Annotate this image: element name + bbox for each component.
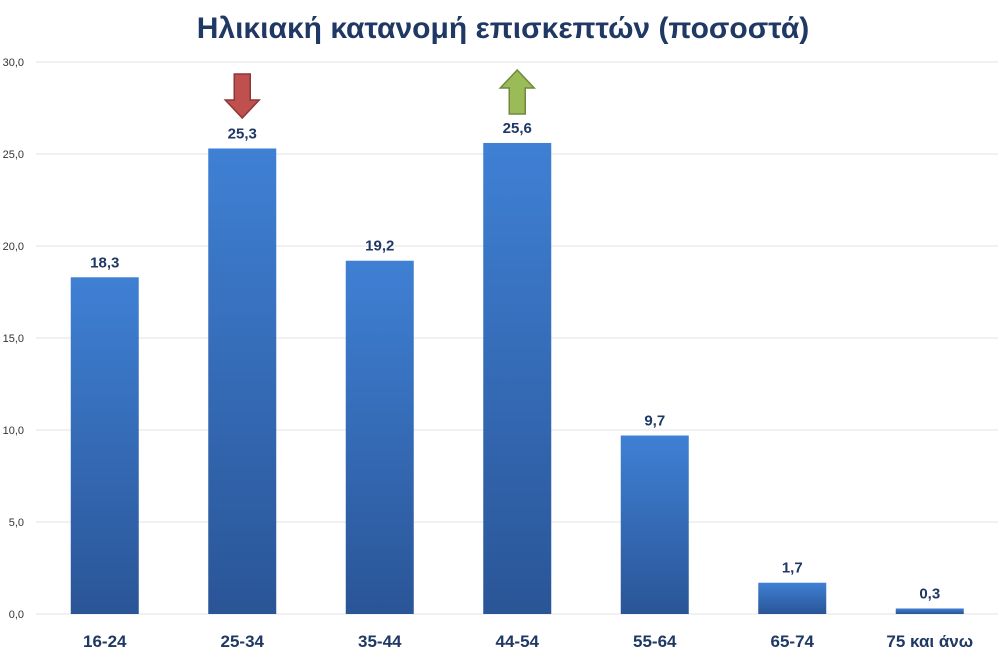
bar-16-24 <box>70 277 139 614</box>
chart-title: Ηλικιακή κατανομή επισκεπτών (ποσοστά) <box>197 12 810 45</box>
bar-44-54 <box>483 142 552 614</box>
x-axis-category-labels: 16-24 25-34 35-44 44-54 55-64 65-74 75 και άνω <box>83 632 973 651</box>
data-label: 9,7 <box>644 413 665 430</box>
bar-65-74 <box>758 582 827 614</box>
category-label: 75 και άνω <box>886 632 973 651</box>
y-tick-label: 30,0 <box>3 57 24 69</box>
data-label: 18,3 <box>90 254 119 271</box>
y-tick-label: 20,0 <box>3 241 24 253</box>
bar-75 και άνω <box>895 608 964 614</box>
data-labels: 18,3 25,3 19,2 25,6 9,7 1,7 0,3 <box>90 120 940 603</box>
y-tick-label: 25,0 <box>3 149 24 161</box>
y-tick-label: 0,0 <box>9 609 24 621</box>
y-tick-label: 10,0 <box>3 425 24 437</box>
down-arrow-icon <box>223 73 261 120</box>
category-label: 25-34 <box>221 632 265 651</box>
bar-55-64 <box>620 435 689 614</box>
y-tick-label: 5,0 <box>9 517 24 529</box>
data-label: 25,3 <box>228 125 257 142</box>
data-label: 25,6 <box>503 120 532 137</box>
bars <box>70 142 964 615</box>
data-label: 0,3 <box>919 585 940 602</box>
category-label: 65-74 <box>771 632 815 651</box>
up-arrow-icon <box>498 68 536 115</box>
category-label: 35-44 <box>358 632 402 651</box>
category-label: 44-54 <box>496 632 540 651</box>
bar-25-34 <box>208 148 277 615</box>
bar-35-44 <box>345 260 414 614</box>
category-label: 55-64 <box>633 632 677 651</box>
data-label: 1,7 <box>782 560 803 577</box>
y-tick-label: 15,0 <box>3 333 24 345</box>
y-axis-tick-labels: 0,0 5,0 10,0 15,0 20,0 25,0 30,0 <box>3 57 24 621</box>
category-label: 16-24 <box>83 632 127 651</box>
annotations <box>223 68 536 120</box>
data-label: 19,2 <box>365 238 394 255</box>
